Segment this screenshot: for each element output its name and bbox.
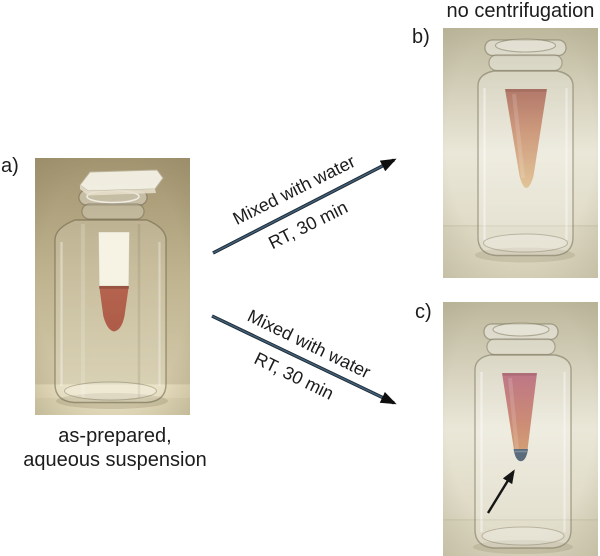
vial-a-shadow bbox=[56, 393, 168, 409]
no-centrifugation-heading: no centrifugation bbox=[446, 0, 595, 22]
vial-c-shadow bbox=[473, 540, 573, 554]
vial-b-neck-ring bbox=[488, 54, 563, 72]
panel-label-b: b) bbox=[412, 26, 430, 48]
tube-b-highlight bbox=[512, 93, 525, 179]
vial-c-mouth bbox=[492, 322, 550, 337]
caption-as-prepared: as-prepared, aqueous suspension bbox=[16, 424, 214, 472]
vial-a-lid bbox=[79, 169, 164, 192]
photo-vial-with-sediment bbox=[443, 302, 598, 556]
tube-b-suspension bbox=[505, 89, 547, 188]
tube-c-highlight bbox=[508, 377, 519, 451]
vial-a-illustration bbox=[35, 158, 190, 415]
vial-a-neck-ring-2 bbox=[81, 203, 145, 220]
vial-a-body bbox=[54, 219, 167, 404]
photo-vial-no-centrifugation bbox=[443, 28, 598, 278]
vial-b-mouth bbox=[494, 38, 557, 53]
photo-vial-as-prepared bbox=[35, 158, 190, 415]
vial-c-base bbox=[481, 526, 565, 546]
sediment-pointer-arrow-icon bbox=[486, 469, 515, 514]
tube-a-suspension bbox=[99, 286, 129, 332]
vial-c-body bbox=[474, 354, 572, 549]
vial-a-base bbox=[64, 381, 157, 401]
vial-b-body bbox=[477, 70, 574, 257]
vial-b-illustration bbox=[443, 28, 598, 278]
vial-b-base bbox=[483, 233, 568, 253]
caption-line-2: aqueous suspension bbox=[23, 449, 207, 471]
panel-label-c: c) bbox=[415, 301, 432, 323]
vial-c-illustration bbox=[443, 302, 598, 556]
panel-label-a: a) bbox=[1, 155, 19, 177]
caption-line-1: as-prepared, bbox=[58, 425, 172, 447]
vial-a-lid-edge bbox=[80, 185, 156, 196]
tube-c-suspension bbox=[502, 373, 537, 461]
vial-c-neck-ring bbox=[486, 338, 556, 356]
